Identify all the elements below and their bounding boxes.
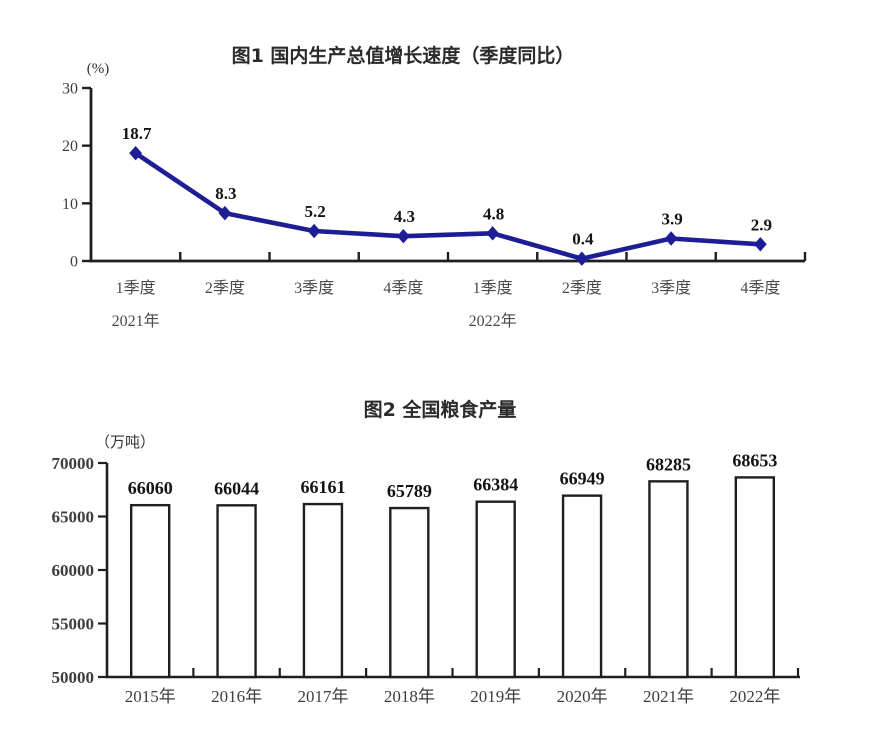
x-year-label: 2022年 [469, 312, 517, 330]
data-point-marker [664, 231, 678, 246]
grain-output-bar-chart-svg: 图2 全国粮食产量 （万吨） 50000 55000 60000 65000 70000… [52, 398, 800, 706]
x-category-label: 4季度 [740, 279, 780, 297]
y-tick-label: 50000 [52, 668, 95, 687]
data-point-marker [129, 145, 143, 161]
chart1-plot-area: 0 10 20 30 18.7 8.3 5.2 4.3 4.8 0.4 3.9 2.9 1季度 2季度 3季… [62, 81, 807, 330]
x-category-label: 3季度 [651, 279, 691, 297]
x-category-label: 2021年 [643, 687, 694, 706]
grain-output-bar [389, 506, 430, 679]
data-point-marker [486, 226, 500, 241]
grain-output-bar [302, 502, 344, 679]
bar-value-label: 65789 [387, 481, 432, 501]
bar-value-label: 68285 [646, 454, 691, 474]
data-point-label: 3.9 [662, 210, 683, 229]
x-category-label: 2季度 [205, 279, 245, 297]
bar-value-label: 66161 [300, 477, 345, 497]
y-tick-label: 0 [70, 254, 78, 271]
data-point-label: 4.3 [394, 207, 415, 226]
data-point-label: 5.2 [305, 202, 326, 221]
grain-output-bar [129, 503, 171, 679]
chart1-title: 图1 国内生产总值增长速度（季度同比） [232, 44, 575, 67]
x-category-label: 1季度 [116, 279, 156, 297]
x-year-label: 2021年 [112, 312, 160, 330]
data-point-label: 18.7 [122, 124, 152, 143]
data-point-marker [396, 229, 410, 244]
gdp-growth-chart: 图1 国内生产总值增长速度（季度同比） (%) 0 10 20 30 18.7 8.3 5.… [0, 0, 878, 345]
bar-value-label: 66060 [128, 478, 173, 498]
y-tick-label: 10 [62, 196, 78, 213]
grain-output-bar [734, 476, 776, 679]
x-category-label: 4季度 [383, 279, 423, 297]
data-point-label: 2.9 [751, 215, 772, 234]
y-tick-label: 70000 [52, 454, 95, 473]
data-point-marker [753, 237, 767, 252]
bar-value-label: 66384 [473, 475, 518, 495]
x-category-label: 1季度 [473, 279, 513, 297]
grain-output-bar [216, 504, 257, 679]
bar-value-label: 68653 [732, 450, 777, 470]
y-tick-label: 20 [62, 138, 78, 155]
grain-output-bar [475, 500, 516, 679]
y-tick-label: 60000 [52, 561, 95, 580]
data-point-marker [218, 205, 232, 221]
gdp-growth-line-chart-svg: 图1 国内生产总值增长速度（季度同比） (%) 0 10 20 30 18.7 8.3 5.… [62, 44, 807, 330]
x-category-label: 2017年 [297, 687, 348, 706]
x-category-label: 2016年 [211, 687, 262, 706]
x-category-label: 3季度 [294, 279, 334, 297]
x-category-label: 2018年 [384, 687, 435, 706]
y-tick-label: 65000 [52, 508, 95, 527]
y-tick-label: 55000 [52, 615, 95, 634]
data-point-marker [307, 223, 321, 239]
grain-output-chart: 图2 全国粮食产量 （万吨） 50000 55000 60000 65000 70000… [0, 380, 878, 742]
data-point-label: 0.4 [572, 230, 594, 249]
chart2-plot-area: 50000 55000 60000 65000 70000 66060 2015年 66044… [52, 450, 800, 706]
gdp-growth-series-line [133, 150, 763, 261]
chart2-title: 图2 全国粮食产量 [364, 398, 517, 421]
grain-output-bar [561, 494, 603, 679]
x-category-label: 2019年 [470, 687, 521, 706]
grain-output-bar [648, 480, 689, 679]
data-point-label: 4.8 [483, 204, 504, 223]
data-point-marker [575, 251, 589, 266]
chart1-unit-label: (%) [87, 61, 110, 77]
bar-value-label: 66949 [560, 469, 605, 489]
bar-value-label: 66044 [214, 478, 259, 498]
x-category-label: 2季度 [562, 279, 602, 297]
x-category-label: 2020年 [557, 687, 608, 706]
chart2-unit-label: （万吨） [95, 434, 155, 451]
y-tick-label: 30 [62, 81, 78, 98]
x-category-label: 2022年 [729, 687, 780, 706]
x-category-label: 2015年 [125, 687, 176, 706]
data-point-label: 8.3 [215, 184, 236, 203]
